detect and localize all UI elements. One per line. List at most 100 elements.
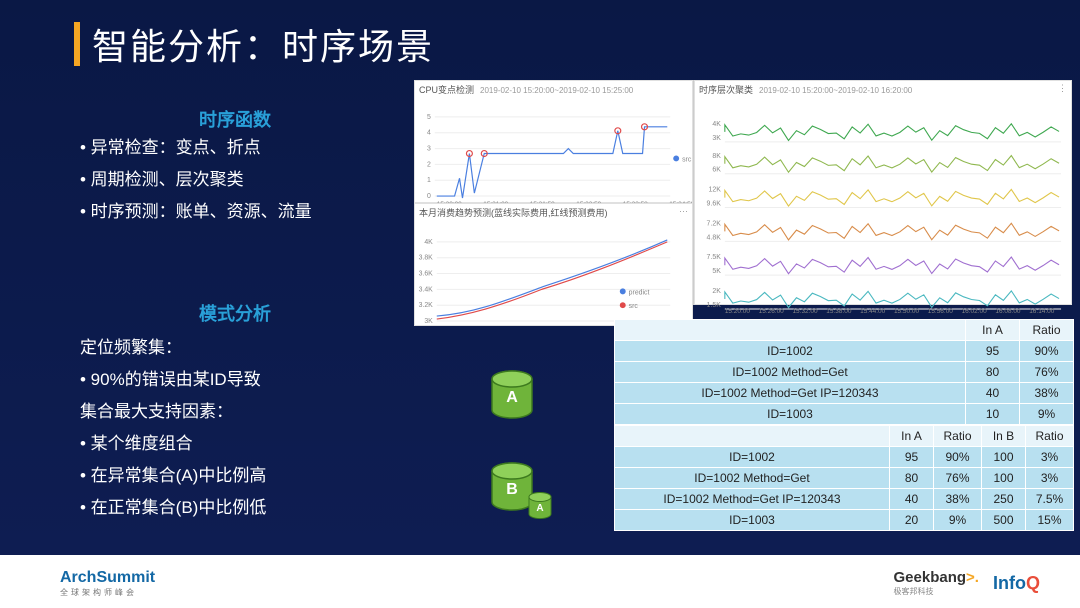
table-header: Ratio (934, 426, 982, 447)
svg-text:3.6K: 3.6K (419, 270, 434, 277)
svg-text:15:44:00: 15:44:00 (860, 308, 886, 315)
svg-text:4: 4 (427, 130, 431, 137)
svg-text:15:50:00: 15:50:00 (894, 308, 920, 315)
svg-text:5K: 5K (712, 268, 721, 275)
table-cell: 38% (1020, 383, 1074, 404)
table-row: ID=1002 Method=Get IP=1203434038%2507.5% (615, 489, 1074, 510)
page-title: 智能分析：时序场景 (92, 18, 434, 70)
table-cell: ID=1002 Method=Get IP=120343 (615, 383, 966, 404)
table-cell: 76% (934, 468, 982, 489)
svg-text:15:38:00: 15:38:00 (826, 308, 852, 315)
svg-text:A: A (536, 503, 543, 514)
svg-text:1.5K: 1.5K (707, 302, 722, 309)
bullet-item: • 周期检测、层次聚类 (80, 164, 390, 196)
svg-text:A: A (506, 389, 518, 406)
chart-cpu: CPU变点检测 2019-02-10 15:20:00~2019-02-10 15… (414, 80, 693, 203)
table-cell: 80 (890, 468, 934, 489)
svg-text:15:56:00: 15:56:00 (928, 308, 954, 315)
table-compare: In ARatioIn BRatioID=10029590%1003%ID=10… (614, 425, 1074, 531)
table-cell: 80 (966, 362, 1020, 383)
chart-cluster: 时序层次聚类 2019-02-10 15:20:00~2019-02-10 16:… (694, 80, 1072, 305)
svg-text:16:14:00: 16:14:00 (1029, 308, 1055, 315)
table-cell: 3% (1026, 447, 1074, 468)
svg-text:4.8K: 4.8K (707, 234, 722, 241)
svg-text:15:32:00: 15:32:00 (792, 308, 818, 315)
table-cell: 40 (966, 383, 1020, 404)
table-cell: ID=1002 Method=Get (615, 468, 890, 489)
chart-cpu-svg: 54321015:20:0015:21:0015:21:5915:22:5915… (415, 98, 692, 219)
chart-cluster-meta: 2019-02-10 15:20:00~2019-02-10 16:20:00 (759, 86, 912, 95)
cylinder-b: B A (490, 462, 560, 527)
chart-trend: 本月消费趋势预测(蓝线实际费用,红线预测费用)··· 4K3.8K3.6K3.4… (414, 203, 693, 326)
table-header (615, 426, 890, 447)
section-timeseries: 时序函数 • 异常检查：变点、折点• 周期检测、层次聚类• 时序预测：账单、资源… (80, 106, 390, 228)
table-header: Ratio (1026, 426, 1074, 447)
logo-archsummit: ArchSummit 全球架构师峰会 (60, 569, 155, 598)
table-cell: 95 (966, 341, 1020, 362)
table-cell: ID=1002 Method=Get (615, 362, 966, 383)
svg-text:1: 1 (427, 177, 431, 184)
table-cell: ID=1003 (615, 404, 966, 425)
pattern-line: • 某个维度组合 (80, 428, 390, 460)
pattern-line: 集合最大支持因素： (80, 396, 390, 428)
table-cell: ID=1002 (615, 447, 890, 468)
svg-text:3: 3 (427, 146, 431, 153)
cylinder-a: A (490, 370, 534, 425)
pattern-line: 定位频繁集： (80, 332, 390, 364)
table-cell: 95 (890, 447, 934, 468)
chart-trend-title: 本月消费趋势预测(蓝线实际费用,红线预测费用) (419, 208, 608, 218)
table-cell: 100 (982, 468, 1026, 489)
svg-text:src: src (682, 156, 692, 163)
svg-text:3.4K: 3.4K (419, 286, 434, 293)
table-cell: 76% (1020, 362, 1074, 383)
svg-text:7.5K: 7.5K (707, 254, 722, 261)
table-cell: 10 (966, 404, 1020, 425)
table-row: ID=1002 Method=Get8076%1003% (615, 468, 1074, 489)
chart-cluster-title: 时序层次聚类 (699, 85, 753, 95)
table-row: ID=1002 Method=Get8076% (615, 362, 1074, 383)
svg-text:4K: 4K (712, 121, 721, 128)
svg-text:2K: 2K (712, 288, 721, 295)
svg-text:B: B (506, 481, 518, 498)
logo-geekbang: Geekbang>. 极客邦科技 (894, 569, 979, 597)
tables-panel: In ARatioID=10029590%ID=1002 Method=Get8… (614, 319, 1074, 531)
table-cell: ID=1002 Method=Get IP=120343 (615, 489, 890, 510)
chart-cpu-meta: 2019-02-10 15:20:00~2019-02-10 15:25:00 (480, 86, 633, 95)
table-cell: 38% (934, 489, 982, 510)
table-cell: ID=1002 (615, 341, 966, 362)
svg-text:4K: 4K (424, 239, 433, 246)
section2-heading: 模式分析 (80, 300, 390, 326)
slide: 智能分析：时序场景 时序函数 • 异常检查：变点、折点• 周期检测、层次聚类• … (0, 0, 1080, 555)
table-single: In ARatioID=10029590%ID=1002 Method=Get8… (614, 319, 1074, 425)
charts-panel: CPU变点检测 2019-02-10 15:20:00~2019-02-10 15… (414, 80, 1072, 305)
svg-text:5: 5 (427, 114, 431, 121)
logo-infoq: InfoQ (993, 573, 1040, 594)
table-cell: ID=1003 (615, 510, 890, 531)
table-header: In B (982, 426, 1026, 447)
chart-cluster-svg: 4K3K8K6K12K9.6K7.2K4.8K7.5K5K2K1.5K15:20… (695, 98, 1071, 321)
svg-text:3K: 3K (424, 318, 433, 325)
svg-text:12K: 12K (708, 187, 721, 194)
svg-text:16:02:00: 16:02:00 (962, 308, 988, 315)
table-cell: 9% (934, 510, 982, 531)
table-cell: 3% (1026, 468, 1074, 489)
pattern-line: • 90%的错误由某ID导致 (80, 364, 390, 396)
table-cell: 20 (890, 510, 934, 531)
table-cell: 90% (934, 447, 982, 468)
table-row: ID=1003109% (615, 404, 1074, 425)
svg-text:2: 2 (427, 161, 431, 168)
title-accent-bar (74, 22, 80, 66)
svg-text:6K: 6K (712, 167, 721, 174)
svg-text:16:08:00: 16:08:00 (995, 308, 1021, 315)
svg-text:15:26:00: 15:26:00 (759, 308, 785, 315)
svg-text:3.2K: 3.2K (419, 302, 434, 309)
table-cell: 40 (890, 489, 934, 510)
table-row: ID=10029590%1003% (615, 447, 1074, 468)
table-row: ID=10029590% (615, 341, 1074, 362)
chart-cpu-title: CPU变点检测 (419, 85, 474, 95)
pattern-line: • 在异常集合(A)中比例高 (80, 460, 390, 492)
svg-text:3.8K: 3.8K (419, 255, 434, 262)
svg-text:8K: 8K (712, 153, 721, 160)
table-cell: 9% (1020, 404, 1074, 425)
bullet-item: • 异常检查：变点、折点 (80, 132, 390, 164)
